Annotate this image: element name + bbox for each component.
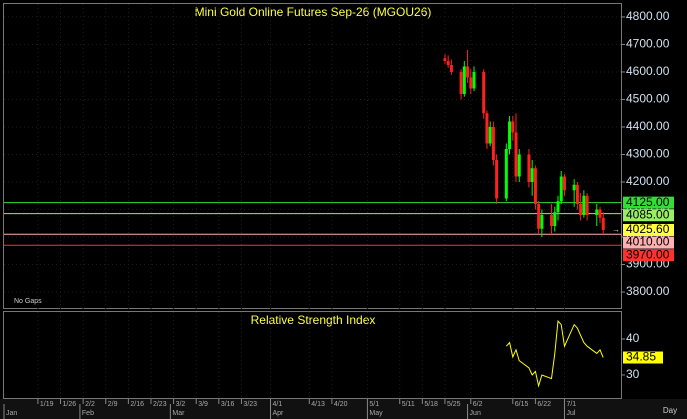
y-tick-label: 3800.00 [626,284,670,298]
candle-body [572,184,576,191]
candle-body [504,148,508,199]
month-label: Apr [273,410,285,417]
candle-body [575,184,579,205]
candle-body [550,215,554,227]
x-tick-label: 3/9 [198,401,208,408]
candle-body [449,65,453,72]
candle-body [537,204,541,229]
candle-body [459,71,463,94]
month-label: Feb [82,410,94,417]
y-tick-label: 4600.00 [626,64,670,78]
x-tick-label: 3/2 [176,401,186,408]
candle-body [443,58,447,61]
x-tick-label: 3/16 [221,401,235,408]
candle-body [601,217,605,230]
candle-body [533,168,537,205]
x-tick-label: 5/11 [402,401,415,408]
x-tick-label: 6/22 [537,401,551,408]
price-tag-label: 4125.00 [626,195,670,209]
price-tag [623,223,674,236]
x-tick-label: 1/19 [40,401,54,408]
month-label: May [369,410,383,417]
x-tick-label: 4/1 [273,401,283,408]
candle-body [446,60,450,66]
x-tick-label: 2/2 [85,401,95,408]
candle-body [530,168,534,182]
candle-body [559,176,563,202]
time-axis-band [0,399,687,419]
month-label: Mar [172,410,185,417]
candle-body [579,204,583,216]
candle-body [508,121,512,149]
price-tag-label: 4025.60 [626,222,670,236]
x-tick-label: 5/18 [424,401,438,408]
candle-body [585,195,589,216]
y-tick-label: 4700.00 [626,37,670,51]
rsi-y-tick-label: 40 [626,331,640,345]
x-tick-label: 4/13 [311,401,325,408]
candle-body [469,77,473,89]
y-tick-label: 4300.00 [626,147,670,161]
last-price-arrow: → [612,225,620,234]
candle-body [527,154,531,182]
x-tick-label: 5/1 [369,401,379,408]
y-tick-label: 4800.00 [626,9,670,23]
x-tick-label: 4/20 [334,401,348,408]
candle-body [485,113,489,144]
y-tick-label: 4400.00 [626,119,670,133]
candle-body [466,66,470,78]
month-label: Jan [6,410,17,417]
month-label: Jun [470,410,481,417]
y-tick-label: 4200.00 [626,174,670,188]
price-tag [623,236,674,249]
candle-body [582,195,586,216]
rsi-line [505,319,604,388]
candle-body [488,126,492,144]
price-tag [623,196,674,209]
x-tick-label: 7/1 [566,401,576,408]
candle-body [553,212,557,227]
candle-body [562,176,566,191]
price-tag [623,209,674,222]
candle-body [540,215,544,229]
candle-body [595,209,599,216]
x-tick-label: 1/26 [63,401,77,408]
rsi-title: Relative Strength Index [251,313,376,327]
candle-body [511,121,515,133]
candle-body [462,66,466,94]
candle-body [517,154,521,177]
rsi-y-tick-label: 30 [626,367,640,381]
x-tick-label: 3/23 [243,401,257,408]
candle-body [514,132,518,177]
candle-body [472,71,476,89]
x-tick-label: 6/15 [515,401,529,408]
price-tag-label: 3970.00 [626,247,670,261]
price-tag [623,249,674,262]
x-tick-label: 2/9 [108,401,118,408]
x-tick-label: 2/23 [153,401,167,408]
x-unit-label: Day [663,406,677,415]
rsi-tag-label: 34.85 [626,350,656,364]
rsi-panel [3,311,622,399]
x-tick-label: 5/25 [447,401,461,408]
candle-body [482,71,486,114]
y-tick-label: 4500.00 [626,92,670,106]
candle-body [598,209,602,218]
candle-body [495,159,499,199]
x-tick-label: 6/2 [473,401,483,408]
price-tag-label: 4010.00 [626,235,670,249]
gap-note: No Gaps [14,298,42,305]
candle-body [491,126,495,160]
chart-title: Mini Gold Online Futures Sep-26 (MGOU26) [195,5,432,19]
month-label: Jul [566,410,575,417]
x-tick-label: 2/16 [130,401,144,408]
price-tag-label: 4085.00 [626,207,670,221]
candle-body [556,201,560,213]
rsi-tag [623,351,663,364]
